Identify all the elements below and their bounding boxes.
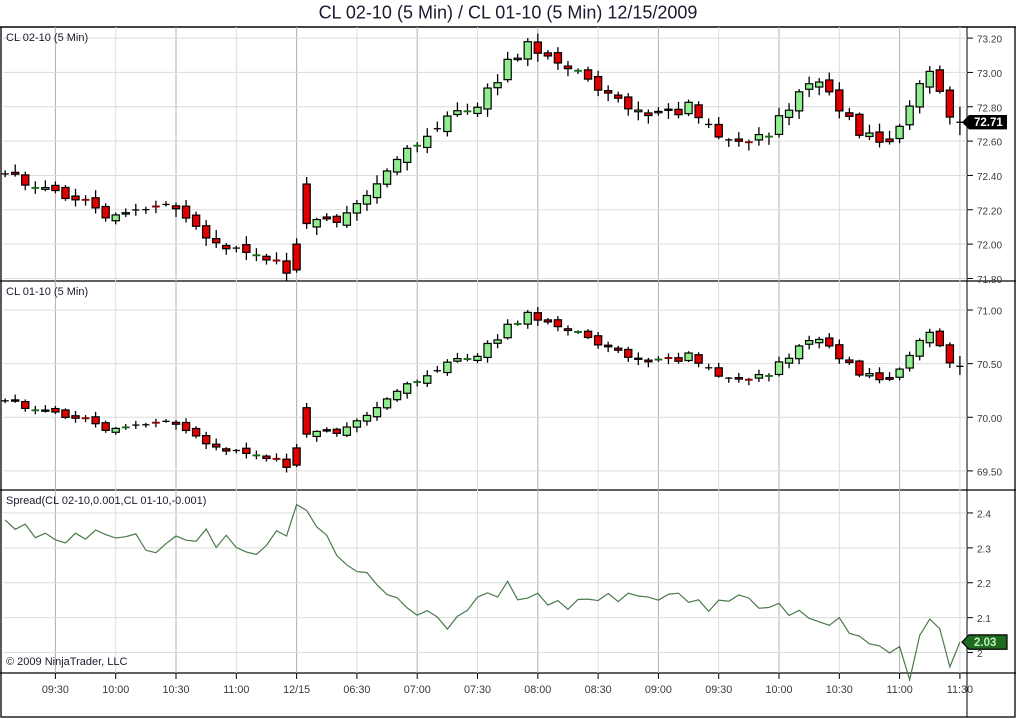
svg-text:12/15: 12/15: [283, 684, 310, 696]
svg-text:71.00: 71.00: [977, 307, 1002, 318]
svg-text:70.00: 70.00: [977, 414, 1002, 425]
svg-text:© 2009 NinjaTrader, LLC: © 2009 NinjaTrader, LLC: [6, 656, 127, 668]
svg-text:07:00: 07:00: [404, 684, 431, 696]
svg-text:10:00: 10:00: [102, 684, 129, 696]
svg-text:73.00: 73.00: [977, 69, 1002, 80]
svg-text:72.00: 72.00: [977, 241, 1002, 252]
svg-text:10:00: 10:00: [765, 684, 792, 696]
svg-text:2.4: 2.4: [977, 509, 991, 520]
svg-text:06:30: 06:30: [343, 684, 370, 696]
svg-text:08:30: 08:30: [585, 684, 612, 696]
svg-text:70.50: 70.50: [977, 360, 1002, 371]
svg-text:73.20: 73.20: [977, 35, 1002, 46]
svg-text:Spread(CL 02-10,0.001,CL 01-10: Spread(CL 02-10,0.001,CL 01-10,-0.001): [6, 495, 206, 507]
svg-text:2: 2: [977, 649, 983, 660]
svg-text:72.40: 72.40: [977, 172, 1002, 183]
svg-text:72.60: 72.60: [977, 138, 1002, 149]
svg-text:11:00: 11:00: [223, 684, 249, 696]
svg-text:2.1: 2.1: [977, 614, 991, 625]
svg-text:CL 01-10 (5 Min): CL 01-10 (5 Min): [6, 286, 88, 298]
svg-text:10:30: 10:30: [162, 684, 189, 696]
svg-text:72.20: 72.20: [977, 206, 1002, 217]
svg-text:2.3: 2.3: [977, 544, 991, 555]
svg-text:07:30: 07:30: [464, 684, 491, 696]
svg-text:CL 02-10 (5 Min): CL 02-10 (5 Min): [6, 32, 88, 44]
svg-text:09:30: 09:30: [42, 684, 69, 696]
svg-text:11:30: 11:30: [947, 684, 973, 696]
svg-text:72.71: 72.71: [974, 117, 1003, 129]
svg-text:69.50: 69.50: [977, 467, 1002, 478]
svg-text:2.03: 2.03: [974, 637, 996, 649]
svg-text:09:00: 09:00: [645, 684, 672, 696]
svg-text:10:30: 10:30: [826, 684, 853, 696]
svg-text:11:00: 11:00: [887, 684, 913, 696]
svg-text:08:00: 08:00: [524, 684, 551, 696]
svg-text:72.80: 72.80: [977, 103, 1002, 114]
svg-text:2.2: 2.2: [977, 579, 991, 590]
svg-text:09:30: 09:30: [705, 684, 732, 696]
svg-text:CL 02-10 (5 Min) / CL 01-10 (5: CL 02-10 (5 Min) / CL 01-10 (5 Min) 12/1…: [319, 3, 698, 23]
svg-text:71.80: 71.80: [977, 275, 1002, 286]
